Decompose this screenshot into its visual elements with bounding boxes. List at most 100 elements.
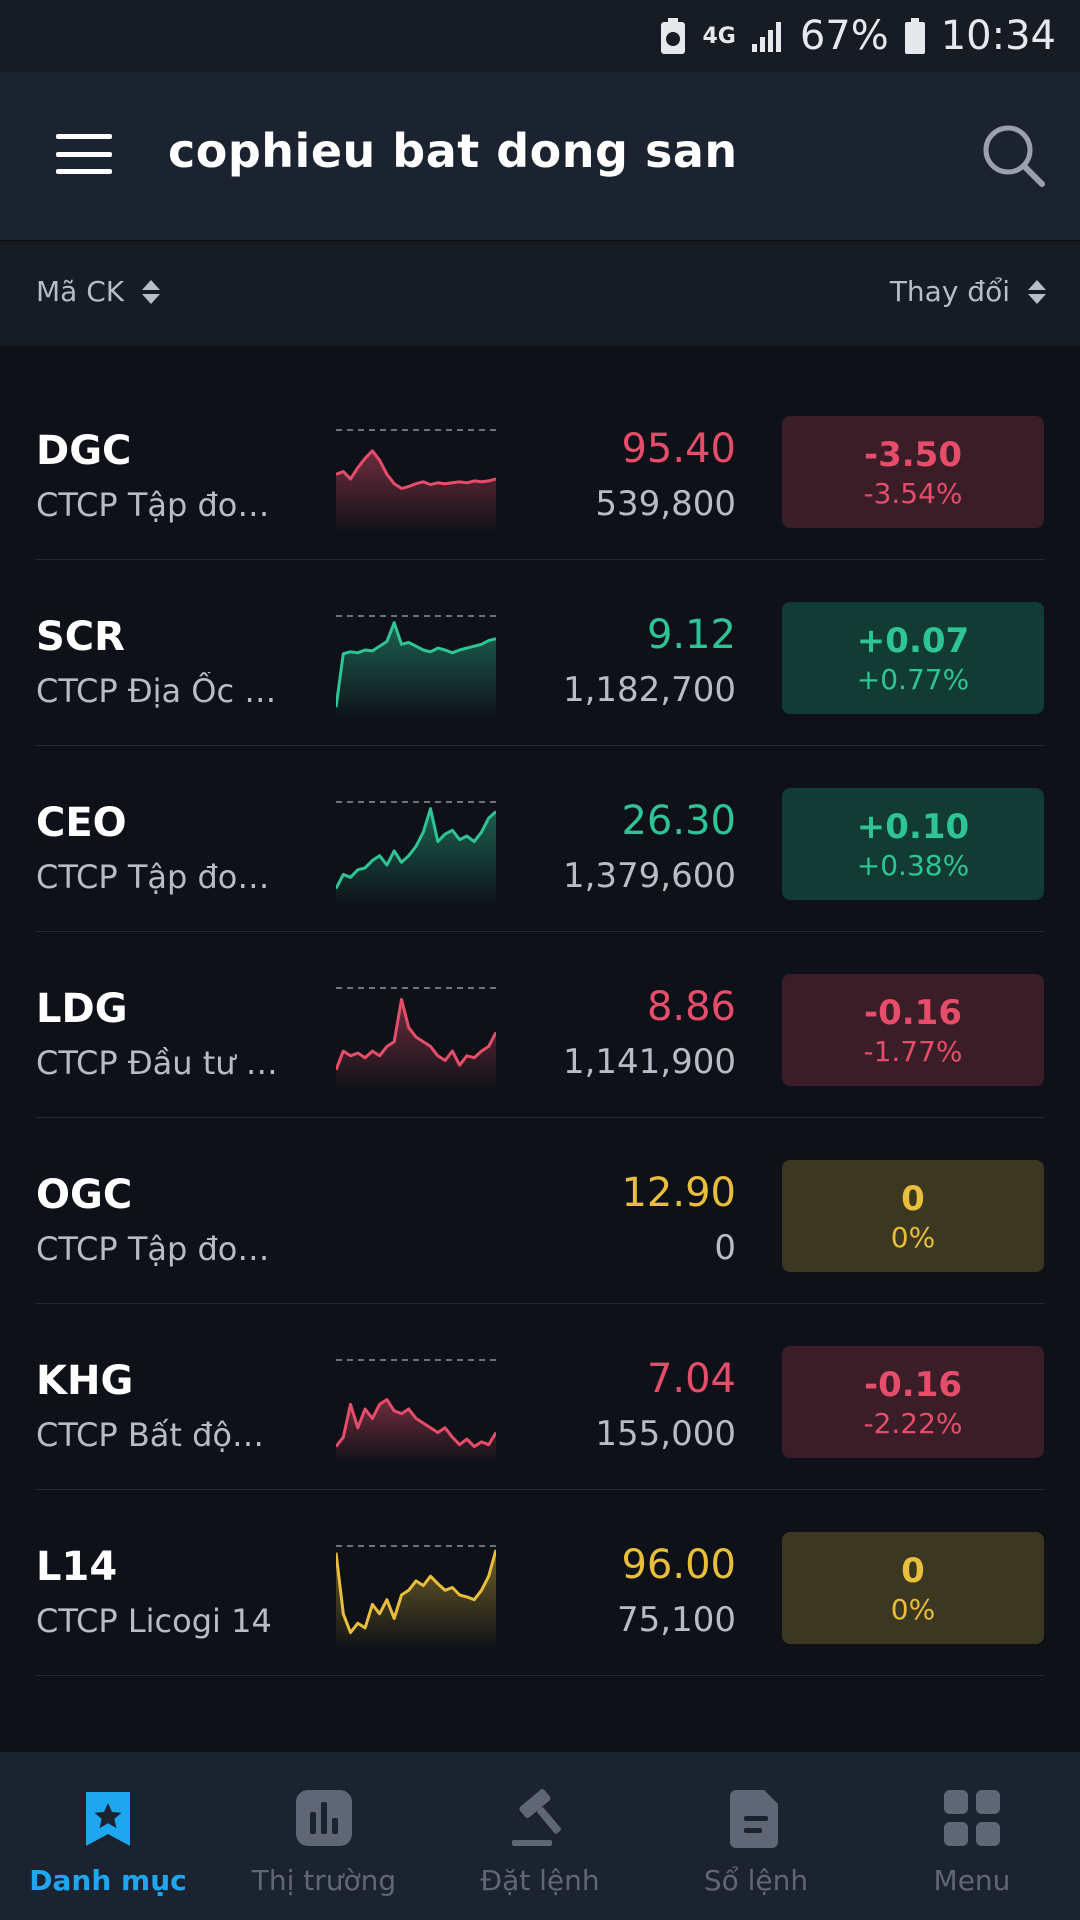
change-badge[interactable]: -0.16 -1.77% xyxy=(782,974,1044,1086)
sparkline-area xyxy=(336,1399,496,1464)
sparkline-line xyxy=(336,1549,496,1635)
change-value: +0.07 xyxy=(856,620,970,661)
sparkline-line xyxy=(336,621,496,708)
nav-item-bar-chart[interactable]: Thị trường xyxy=(216,1752,432,1920)
change-value: -0.16 xyxy=(864,992,962,1033)
sparkline-area xyxy=(336,808,496,906)
stock-volume: 75,100 xyxy=(617,1600,736,1640)
change-badge[interactable]: -3.50 -3.54% xyxy=(782,416,1044,528)
status-bar: 4G 67% 10:34 xyxy=(0,0,1080,72)
stock-price: 9.12 xyxy=(646,612,736,658)
sort-arrows-icon xyxy=(142,279,161,304)
stock-name: CTCP Tập đo… xyxy=(36,1230,270,1268)
stock-name: CTCP Bất độ… xyxy=(36,1416,264,1454)
change-percent: +0.77% xyxy=(856,662,970,696)
change-percent: -3.54% xyxy=(863,476,963,510)
sparkline-area xyxy=(336,999,496,1092)
stock-name: CTCP Licogi 14 xyxy=(36,1602,272,1640)
sparkline-chart xyxy=(336,987,496,1092)
battery-saver-icon xyxy=(658,16,688,56)
stock-name: CTCP Tập đo… xyxy=(36,486,270,524)
stock-row[interactable]: DGC CTCP Tập đo… 95.40 539,800 -3.50 -3.54% xyxy=(36,374,1044,560)
change-value: -0.16 xyxy=(864,1364,962,1405)
sort-by-symbol-button[interactable]: Mã CK xyxy=(36,275,161,308)
change-value: 0 xyxy=(901,1178,925,1219)
sparkline-chart xyxy=(336,429,496,534)
nav-item-bookmark-star[interactable]: Danh mục xyxy=(0,1752,216,1920)
stock-symbol: CEO xyxy=(36,800,127,846)
sparkline-chart xyxy=(336,615,496,720)
stock-row[interactable]: LDG CTCP Đầu tư … 8.86 1,141,900 -0.16 -1.77… xyxy=(36,932,1044,1118)
stock-name: CTCP Đầu tư … xyxy=(36,1044,278,1082)
nav-label: Đặt lệnh xyxy=(480,1864,600,1897)
stock-row[interactable]: SCR CTCP Địa Ốc … 9.12 1,182,700 +0.07 +0.77… xyxy=(36,560,1044,746)
change-percent: -2.22% xyxy=(863,1406,963,1440)
stock-symbol: KHG xyxy=(36,1358,134,1404)
sort-bar: Mã CK Thay đổi xyxy=(0,240,1080,346)
nav-label: Sổ lệnh xyxy=(703,1864,809,1897)
stock-price: 12.90 xyxy=(621,1170,736,1216)
stock-symbol: OGC xyxy=(36,1172,133,1218)
stock-name: CTCP Tập đo… xyxy=(36,858,270,896)
nav-label: Thị trường xyxy=(251,1864,397,1897)
sparkline-chart xyxy=(336,1545,496,1650)
sort-symbol-label: Mã CK xyxy=(36,275,125,308)
stock-price: 95.40 xyxy=(621,426,736,472)
change-badge[interactable]: 0 0% xyxy=(782,1532,1044,1644)
stock-symbol: DGC xyxy=(36,428,132,474)
sparkline-line xyxy=(336,807,496,890)
sparkline-chart xyxy=(336,801,496,906)
app-bar: cophieu bat dong san xyxy=(0,72,1080,240)
change-badge[interactable]: -0.16 -2.22% xyxy=(782,1346,1044,1458)
nav-label: Menu xyxy=(933,1864,1011,1897)
stock-volume: 155,000 xyxy=(595,1414,736,1454)
menu-icon[interactable] xyxy=(56,134,112,174)
stock-price: 26.30 xyxy=(621,798,736,844)
change-value: -3.50 xyxy=(864,434,962,475)
change-percent: 0% xyxy=(890,1592,936,1626)
nav-item-document[interactable]: Sổ lệnh xyxy=(648,1752,864,1920)
change-percent: 0% xyxy=(890,1220,936,1254)
nav-item-gavel[interactable]: Đặt lệnh xyxy=(432,1752,648,1920)
change-badge[interactable]: 0 0% xyxy=(782,1160,1044,1272)
stock-price: 96.00 xyxy=(621,1542,736,1588)
grid-icon xyxy=(940,1786,1004,1850)
bookmark-star-icon xyxy=(76,1786,140,1850)
stock-price: 7.04 xyxy=(646,1356,736,1402)
nav-label: Danh mục xyxy=(29,1864,187,1897)
stock-volume: 1,182,700 xyxy=(562,670,736,710)
stock-row[interactable]: CEO CTCP Tập đo… 26.30 1,379,600 +0.10 +0.38… xyxy=(36,746,1044,932)
change-percent: -1.77% xyxy=(863,1034,963,1068)
stock-volume: 1,379,600 xyxy=(562,856,736,896)
nav-item-grid[interactable]: Menu xyxy=(864,1752,1080,1920)
search-icon[interactable] xyxy=(978,120,1050,192)
change-badge[interactable]: +0.07 +0.77% xyxy=(782,602,1044,714)
sparkline-line xyxy=(336,449,496,490)
stock-volume: 1,141,900 xyxy=(562,1042,736,1082)
sparkline-area xyxy=(336,450,496,534)
stock-price: 8.86 xyxy=(646,984,736,1030)
sort-change-label: Thay đổi xyxy=(889,275,1010,308)
stock-row[interactable]: L14 CTCP Licogi 14 96.00 75,100 0 0% xyxy=(36,1490,1044,1676)
watchlist: DGC CTCP Tập đo… 95.40 539,800 -3.50 -3.54% S… xyxy=(0,374,1080,1676)
sparkline-chart xyxy=(336,1359,496,1464)
change-value: +0.10 xyxy=(856,806,970,847)
sort-arrows-icon xyxy=(1028,279,1046,304)
stock-name: CTCP Địa Ốc … xyxy=(36,672,277,710)
page-title: cophieu bat dong san xyxy=(168,124,738,178)
gavel-icon xyxy=(508,1786,572,1850)
change-percent: +0.38% xyxy=(856,848,970,882)
bottom-navigation: Danh mục Thị trường Đặt lệnh Sổ lệnh Menu xyxy=(0,1752,1080,1920)
change-badge[interactable]: +0.10 +0.38% xyxy=(782,788,1044,900)
document-icon xyxy=(724,1786,788,1850)
sparkline-line xyxy=(336,1398,496,1449)
stock-row[interactable]: OGC CTCP Tập đo… 12.90 0 0 0% xyxy=(36,1118,1044,1304)
stock-symbol: L14 xyxy=(36,1544,118,1590)
stock-row[interactable]: KHG CTCP Bất độ… 7.04 155,000 -0.16 -2.22% xyxy=(36,1304,1044,1490)
stock-symbol: LDG xyxy=(36,986,128,1032)
sparkline-area xyxy=(336,622,496,720)
bar-chart-icon xyxy=(292,1786,356,1850)
sort-by-change-button[interactable]: Thay đổi xyxy=(890,275,1046,308)
battery-icon xyxy=(903,16,927,56)
battery-percent: 67% xyxy=(799,13,889,59)
